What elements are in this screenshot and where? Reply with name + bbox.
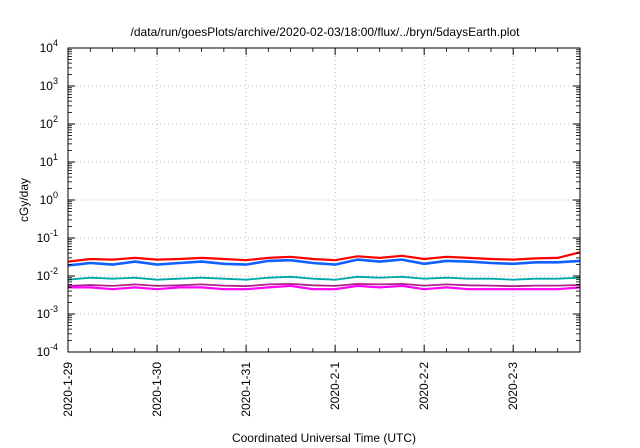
x-tick-labels: 2020-1-29 2020-1-30 2020-1-31 2020-2-1 2020-… — [61, 362, 520, 417]
x-tick-label: 2020-2-1 — [328, 362, 342, 410]
series-line — [67, 251, 581, 263]
chart-title: /data/run/goesPlots/archive/2020-02-03/1… — [131, 25, 521, 39]
x-tick-label: 2020-1-30 — [150, 362, 164, 417]
axis-ticks — [67, 47, 581, 353]
y-axis-label: cGy/day — [17, 178, 31, 222]
x-tick-label: 2020-1-31 — [239, 362, 253, 417]
x-axis-label: Coordinated Universal Time (UTC) — [232, 431, 416, 445]
series-layer — [67, 251, 581, 291]
x-tick-label: 2020-1-29 — [61, 362, 75, 417]
x-tick-label: 2020-2-3 — [506, 362, 520, 410]
grid-lines — [68, 48, 580, 352]
series-line — [67, 275, 581, 281]
x-tick-label: 2020-2-2 — [417, 362, 431, 410]
series-line — [67, 258, 581, 267]
series-line — [67, 283, 581, 288]
series-line — [68, 284, 581, 291]
